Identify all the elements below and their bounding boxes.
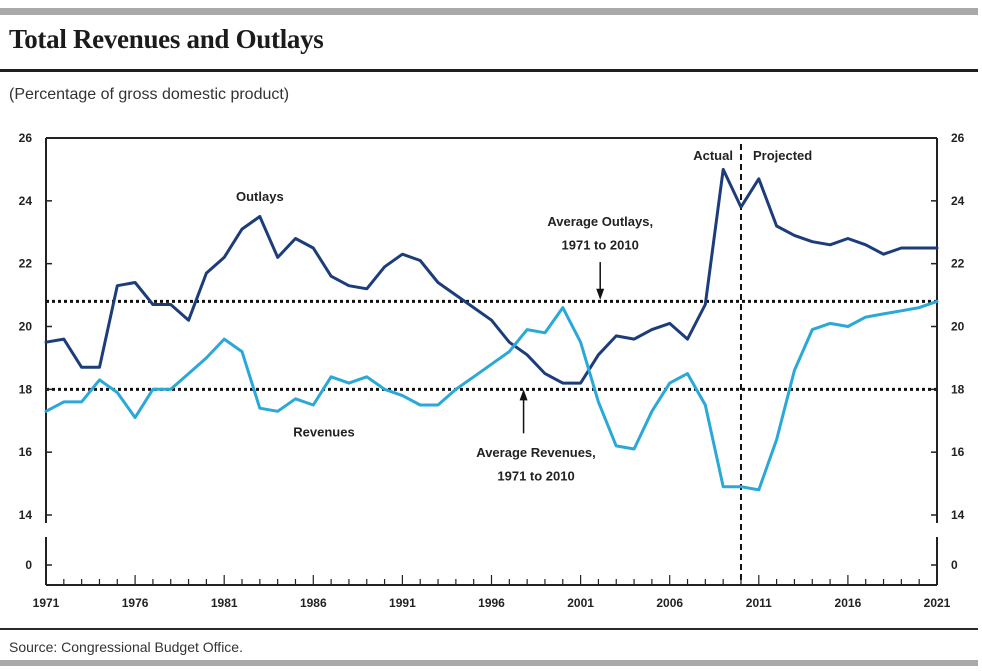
revenues-line bbox=[44, 299, 939, 492]
chart-title: Total Revenues and Outlays bbox=[9, 24, 324, 54]
bottom-rule bbox=[0, 660, 978, 666]
x-tick-label: 2001 bbox=[567, 596, 594, 610]
outlays-line bbox=[44, 167, 939, 385]
actual-label: Actual bbox=[693, 148, 733, 163]
x-tick-label: 2021 bbox=[924, 596, 951, 610]
y-zero-label-left: 0 bbox=[25, 558, 32, 572]
chart-subtitle: (Percentage of gross domestic product) bbox=[9, 86, 290, 103]
y-zero-label-right: 0 bbox=[951, 558, 958, 572]
outlays-series-label: Outlays bbox=[236, 189, 284, 204]
annotations: Outlays Revenues Average Outlays, 1971 to 2… bbox=[236, 189, 653, 484]
projected-label: Projected bbox=[753, 148, 812, 163]
x-tick-label: 2016 bbox=[835, 596, 862, 610]
y-tick-label-right: 18 bbox=[951, 382, 965, 396]
x-tick-label: 1981 bbox=[211, 596, 238, 610]
y-tick-label-right: 20 bbox=[951, 320, 965, 334]
average-outlays-arrowhead bbox=[596, 288, 605, 300]
y-tick-label-left: 24 bbox=[19, 194, 33, 208]
average-revenues-label-line1: Average Revenues, bbox=[476, 445, 595, 460]
average-outlays-label-line1: Average Outlays, bbox=[547, 214, 653, 229]
average-revenues-label-line2: 1971 to 2010 bbox=[497, 468, 574, 483]
y-tick-label-right: 26 bbox=[951, 131, 965, 145]
y-tick-label-left: 14 bbox=[19, 508, 33, 522]
x-tick-label: 1986 bbox=[300, 596, 327, 610]
y-tick-label-left: 16 bbox=[19, 445, 33, 459]
x-tick-label: 2011 bbox=[746, 596, 772, 610]
y-tick-label-right: 16 bbox=[951, 445, 965, 459]
title-rule bbox=[0, 69, 978, 72]
average-revenues-arrowhead bbox=[519, 389, 528, 401]
average-outlays-label-line2: 1971 to 2010 bbox=[562, 238, 639, 253]
x-tick-label: 2006 bbox=[656, 596, 683, 610]
top-rule bbox=[0, 8, 978, 15]
x-tick-label: 1996 bbox=[478, 596, 505, 610]
y-tick-label-left: 22 bbox=[19, 257, 33, 271]
actual-projected-split: Actual Projected bbox=[693, 144, 812, 585]
x-axis-ticks: 1971 1976 1981 1986 1991 1996 2001 2006 2011 2016… bbox=[33, 575, 951, 610]
reference-lines bbox=[46, 299, 937, 391]
revenues-series-label: Revenues bbox=[293, 424, 354, 439]
y-tick-label-left: 20 bbox=[19, 320, 33, 334]
plot-frame bbox=[45, 137, 938, 586]
x-tick-label: 1971 bbox=[33, 596, 60, 610]
x-tick-label: 1976 bbox=[122, 596, 149, 610]
source-note: Source: Congressional Budget Office. bbox=[9, 639, 243, 655]
y-axis-ticks: 14 14 16 16 18 18 20 20 22 22 24 24 26 26 0 0 bbox=[19, 131, 965, 572]
x-tick-label: 1991 bbox=[389, 596, 416, 610]
y-tick-label-left: 18 bbox=[19, 382, 33, 396]
y-tick-label-left: 26 bbox=[19, 131, 33, 145]
series-lines bbox=[44, 167, 939, 492]
footer-rule bbox=[0, 628, 978, 630]
y-tick-label-right: 22 bbox=[951, 257, 965, 271]
y-tick-label-right: 24 bbox=[951, 194, 965, 208]
y-tick-label-right: 14 bbox=[951, 508, 965, 522]
